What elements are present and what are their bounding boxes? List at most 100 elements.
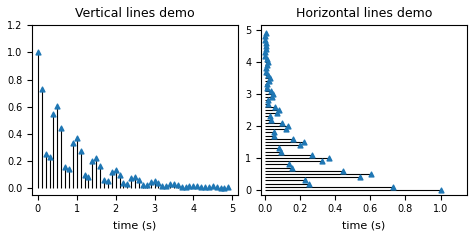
Point bbox=[267, 89, 275, 93]
Point bbox=[278, 121, 286, 125]
Point bbox=[262, 67, 270, 70]
Point bbox=[186, 184, 193, 188]
Point bbox=[128, 176, 135, 180]
Point bbox=[205, 185, 213, 189]
Point bbox=[264, 60, 272, 64]
Point bbox=[262, 70, 270, 73]
X-axis label: time (s): time (s) bbox=[113, 220, 157, 230]
Point bbox=[263, 82, 270, 86]
Point bbox=[46, 155, 54, 159]
Point bbox=[166, 182, 174, 186]
Point bbox=[124, 182, 131, 186]
Point bbox=[264, 99, 272, 102]
Point bbox=[261, 38, 269, 41]
Point bbox=[271, 134, 278, 137]
Point bbox=[305, 182, 313, 186]
Point bbox=[119, 182, 127, 185]
Point bbox=[265, 79, 273, 83]
Point bbox=[339, 169, 346, 173]
Point bbox=[197, 186, 205, 189]
Title: Horizontal lines demo: Horizontal lines demo bbox=[296, 7, 432, 20]
Point bbox=[85, 175, 92, 178]
Point bbox=[143, 183, 151, 187]
Point bbox=[263, 86, 271, 90]
Point bbox=[262, 41, 270, 45]
Point bbox=[65, 167, 73, 171]
Point bbox=[262, 50, 269, 54]
Point bbox=[356, 175, 364, 179]
Point bbox=[209, 185, 217, 188]
Point bbox=[270, 92, 277, 96]
Point bbox=[155, 181, 162, 185]
Point bbox=[81, 173, 88, 177]
Point bbox=[38, 87, 46, 91]
Point bbox=[264, 63, 271, 67]
Point bbox=[104, 179, 112, 183]
Point bbox=[158, 184, 166, 188]
Point bbox=[139, 183, 146, 187]
Point bbox=[50, 113, 57, 116]
Point bbox=[201, 186, 209, 189]
Point bbox=[300, 140, 308, 144]
Point bbox=[266, 114, 274, 118]
Point bbox=[77, 150, 84, 153]
Point bbox=[193, 184, 201, 188]
Point bbox=[221, 186, 228, 190]
Point bbox=[282, 127, 290, 131]
Point bbox=[69, 141, 77, 145]
Point bbox=[266, 76, 273, 80]
Point bbox=[285, 163, 293, 166]
Point bbox=[275, 108, 283, 112]
Point bbox=[116, 173, 123, 177]
Point bbox=[267, 118, 274, 122]
Point bbox=[108, 170, 116, 173]
Point bbox=[217, 186, 224, 190]
Point bbox=[61, 165, 69, 169]
Point bbox=[151, 179, 158, 183]
Point bbox=[213, 185, 220, 189]
Point bbox=[301, 178, 309, 182]
Point bbox=[290, 137, 297, 141]
Point bbox=[225, 185, 232, 189]
Point bbox=[42, 152, 49, 155]
Point bbox=[263, 47, 270, 51]
Point bbox=[131, 175, 139, 179]
Point bbox=[296, 143, 303, 147]
Point bbox=[261, 35, 269, 38]
Point bbox=[326, 156, 333, 160]
Point bbox=[100, 178, 108, 182]
Point bbox=[270, 131, 277, 134]
Point bbox=[34, 50, 42, 54]
Point bbox=[112, 168, 119, 172]
Point bbox=[367, 172, 375, 176]
Point bbox=[57, 126, 65, 130]
Point bbox=[73, 136, 81, 140]
Point bbox=[264, 102, 272, 105]
Point bbox=[277, 150, 285, 154]
Point bbox=[284, 124, 292, 128]
Point bbox=[54, 104, 61, 108]
Point bbox=[163, 185, 170, 188]
Point bbox=[263, 57, 271, 61]
Point bbox=[273, 111, 281, 115]
Point bbox=[147, 180, 155, 184]
Point bbox=[174, 183, 182, 187]
Point bbox=[262, 31, 269, 35]
Point bbox=[96, 164, 104, 168]
Title: Vertical lines demo: Vertical lines demo bbox=[75, 7, 195, 20]
Point bbox=[319, 159, 326, 163]
Point bbox=[275, 146, 283, 150]
X-axis label: time (s): time (s) bbox=[342, 220, 386, 230]
Point bbox=[288, 166, 295, 169]
Point bbox=[190, 184, 197, 187]
Point bbox=[170, 182, 178, 186]
Point bbox=[308, 153, 316, 157]
Point bbox=[390, 185, 397, 189]
Point bbox=[437, 188, 445, 192]
Point bbox=[89, 159, 96, 163]
Point bbox=[178, 185, 185, 189]
Point bbox=[182, 185, 190, 189]
Point bbox=[135, 178, 143, 182]
Point bbox=[262, 54, 269, 58]
Point bbox=[264, 73, 272, 77]
